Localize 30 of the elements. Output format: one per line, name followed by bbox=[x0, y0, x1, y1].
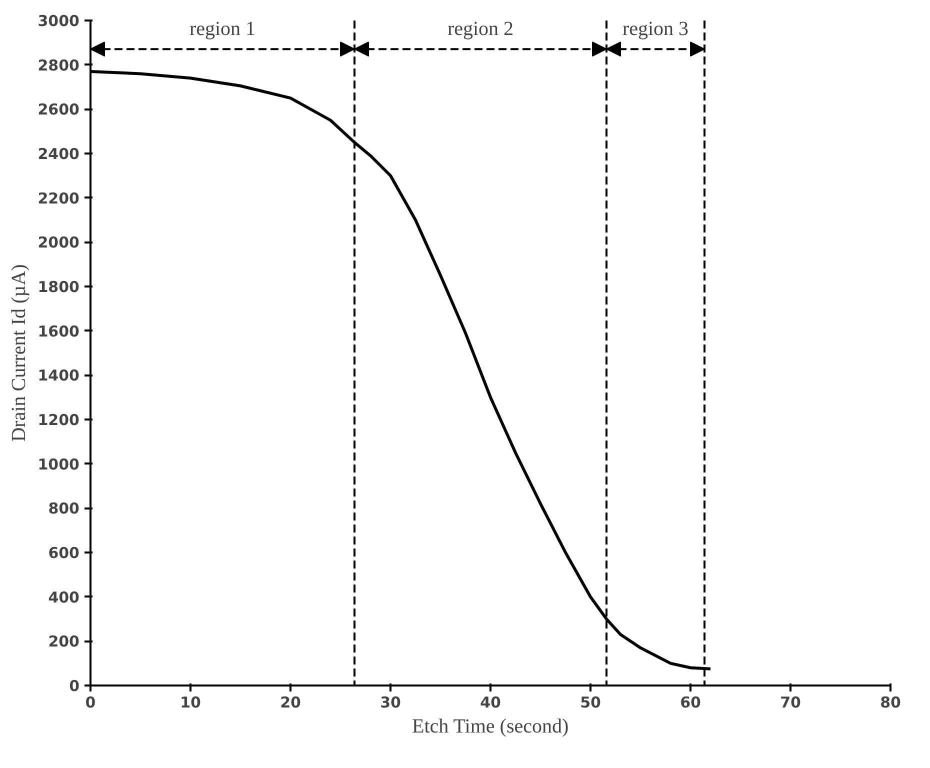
y-tick-label: 1400 bbox=[38, 366, 80, 385]
x-tick-label: 50 bbox=[580, 694, 601, 712]
y-tick-label: 2800 bbox=[38, 56, 80, 74]
y-axis-title: Drain Current Id (µA) bbox=[8, 264, 30, 442]
x-tick-label: 0 bbox=[85, 694, 96, 712]
x-tick-label: 60 bbox=[680, 694, 701, 712]
y-tick-label: 2200 bbox=[38, 189, 80, 208]
y-tick-label: 2000 bbox=[38, 234, 80, 252]
y-tick-label: 1200 bbox=[38, 411, 80, 429]
x-tick-label: 40 bbox=[480, 694, 501, 712]
y-tick-label: 800 bbox=[48, 500, 80, 518]
y-tick-label: 1000 bbox=[38, 455, 80, 474]
x-tick-label: 10 bbox=[180, 694, 201, 712]
y-tick-label: 400 bbox=[48, 588, 80, 606]
y-tick-label: 0 bbox=[69, 677, 80, 695]
y-tick-label: 1600 bbox=[38, 322, 80, 340]
x-tick-label: 30 bbox=[380, 694, 401, 712]
y-tick-label: 2400 bbox=[38, 145, 80, 163]
annotation: region 2 bbox=[447, 18, 514, 40]
y-tick-label: 2600 bbox=[38, 100, 80, 119]
y-tick-label: 1800 bbox=[38, 278, 80, 296]
x-axis-title: Etch Time (second) bbox=[412, 716, 569, 738]
y-tick-label: 3000 bbox=[38, 12, 80, 30]
x-tick-label: 80 bbox=[880, 694, 901, 712]
y-tick-label: 600 bbox=[48, 544, 80, 562]
x-tick-label: 20 bbox=[280, 694, 301, 712]
annotation: region 3 bbox=[622, 18, 689, 40]
x-tick-label: 70 bbox=[780, 694, 801, 712]
annotation: region 1 bbox=[189, 18, 256, 40]
y-tick-label: 200 bbox=[48, 632, 80, 651]
